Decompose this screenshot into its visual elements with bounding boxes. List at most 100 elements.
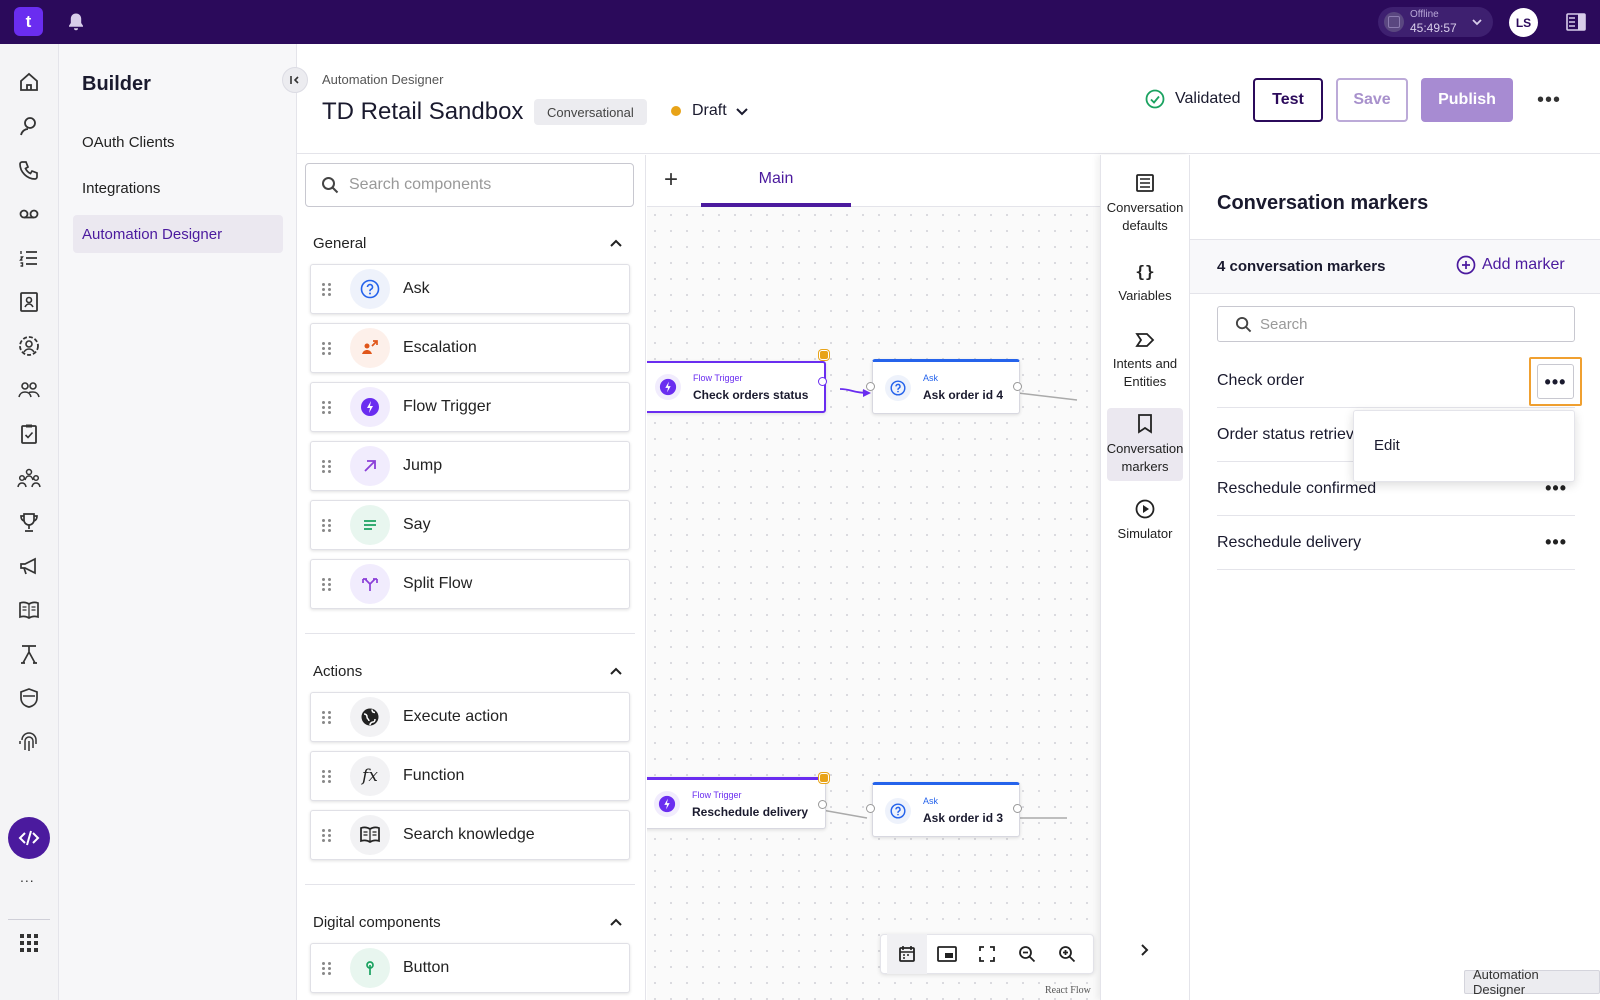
component-split-flow[interactable]: Split Flow xyxy=(310,559,630,609)
flow-node-ask[interactable]: Ask Ask order id 3 xyxy=(872,782,1020,837)
chat-agent-icon[interactable] xyxy=(17,114,41,138)
component-search[interactable] xyxy=(305,163,634,207)
output-port[interactable] xyxy=(818,377,827,386)
voicemail-icon[interactable] xyxy=(17,202,41,226)
component-function[interactable]: fx Function xyxy=(310,751,630,801)
agent-status-selector[interactable]: Offline 45:49:57 xyxy=(1378,7,1493,37)
tool-variables[interactable]: {} Variables xyxy=(1107,255,1183,310)
search-components-input[interactable] xyxy=(349,176,619,194)
more-options-icon[interactable]: ••• xyxy=(1545,532,1567,552)
more-options-icon[interactable]: ••• xyxy=(1537,364,1574,399)
bookmark-icon xyxy=(1138,414,1152,434)
section-digital-components[interactable]: Digital components xyxy=(313,910,623,934)
tool-intents-entities[interactable]: Intents and Entities xyxy=(1107,325,1183,396)
section-general[interactable]: General xyxy=(313,231,623,255)
drag-handle-icon[interactable] xyxy=(322,769,332,783)
component-flow-trigger[interactable]: Flow Trigger xyxy=(310,382,630,432)
publish-button[interactable]: Publish xyxy=(1421,78,1513,122)
drag-handle-icon[interactable] xyxy=(322,400,332,414)
flow-canvas[interactable]: Flow Trigger Check orders status Ask Ask… xyxy=(647,207,1100,1000)
chevron-up-icon[interactable] xyxy=(609,915,623,929)
draft-status-dropdown[interactable]: Draft xyxy=(671,102,749,120)
marker-more-button[interactable]: ••• xyxy=(1529,357,1582,406)
save-button[interactable]: Save xyxy=(1336,78,1408,122)
drag-handle-icon[interactable] xyxy=(322,577,332,591)
fullscreen-icon[interactable] xyxy=(967,934,1007,974)
drag-handle-icon[interactable] xyxy=(322,961,332,975)
tool-conversation-defaults[interactable]: Conversation defaults xyxy=(1107,167,1183,240)
component-search-knowledge[interactable]: Search knowledge xyxy=(310,810,630,860)
flow-node-trigger[interactable]: Flow Trigger Check orders status xyxy=(647,361,826,413)
workflow-icon[interactable] xyxy=(17,642,41,666)
output-port[interactable] xyxy=(1013,382,1022,391)
component-jump[interactable]: Jump xyxy=(310,441,630,491)
subnav-item-automation-designer[interactable]: Automation Designer xyxy=(73,215,283,253)
user-circle-icon[interactable] xyxy=(17,334,41,358)
drag-handle-icon[interactable] xyxy=(322,828,332,842)
tool-simulator[interactable]: Simulator xyxy=(1107,493,1183,549)
minimap-icon[interactable] xyxy=(927,934,967,974)
group-icon[interactable] xyxy=(17,466,41,490)
fingerprint-icon[interactable] xyxy=(17,730,41,754)
component-ask[interactable]: Ask xyxy=(310,264,630,314)
drag-handle-icon[interactable] xyxy=(322,341,332,355)
add-marker-button[interactable]: Add marker xyxy=(1456,255,1565,275)
bell-icon[interactable] xyxy=(67,12,85,37)
node-label: Reschedule delivery xyxy=(692,804,809,819)
component-say[interactable]: Say xyxy=(310,500,630,550)
chevron-up-icon[interactable] xyxy=(609,664,623,678)
phone-icon[interactable] xyxy=(17,158,41,182)
more-options-icon[interactable]: ••• xyxy=(1545,478,1567,498)
user-avatar[interactable]: LS xyxy=(1509,8,1538,37)
book-icon[interactable] xyxy=(17,598,41,622)
zoom-in-icon[interactable] xyxy=(1047,934,1087,974)
marker-search-input[interactable] xyxy=(1260,315,1560,333)
side-panel-icon[interactable] xyxy=(1566,12,1586,37)
component-button[interactable]: Button xyxy=(310,943,630,993)
trophy-icon[interactable] xyxy=(17,510,41,534)
input-port[interactable] xyxy=(866,804,875,813)
zoom-out-icon[interactable] xyxy=(1007,934,1047,974)
marker-row[interactable]: Check order xyxy=(1217,354,1575,408)
drag-handle-icon[interactable] xyxy=(322,710,332,724)
list-icon[interactable] xyxy=(17,246,41,270)
marker-row[interactable]: Reschedule delivery ••• xyxy=(1217,516,1575,570)
test-button[interactable]: Test xyxy=(1253,78,1323,122)
chevron-right-icon[interactable] xyxy=(1137,943,1151,962)
subnav-item-integrations[interactable]: Integrations xyxy=(82,179,161,197)
more-options-icon[interactable]: ••• xyxy=(1537,89,1562,111)
subnav-item-oauth-clients[interactable]: OAuth Clients xyxy=(82,133,175,151)
collapse-sidebar-icon[interactable] xyxy=(282,67,308,93)
tool-conversation-markers[interactable]: Conversation markers xyxy=(1107,408,1183,482)
more-nav-button[interactable]: ... xyxy=(20,869,35,885)
add-tab-button[interactable]: + xyxy=(664,166,679,193)
team-icon[interactable] xyxy=(17,378,41,402)
contact-card-icon[interactable] xyxy=(17,290,41,314)
tab-main[interactable]: Main xyxy=(701,155,851,207)
code-icon[interactable] xyxy=(8,817,50,859)
shield-icon[interactable] xyxy=(17,686,41,710)
home-icon[interactable] xyxy=(17,70,41,94)
apps-grid-icon[interactable] xyxy=(17,931,41,955)
marker-row[interactable]: Reschedule confirmed ••• xyxy=(1217,462,1575,516)
drag-handle-icon[interactable] xyxy=(322,459,332,473)
section-actions[interactable]: Actions xyxy=(313,659,623,683)
component-escalation[interactable]: Escalation xyxy=(310,323,630,373)
output-port[interactable] xyxy=(1013,804,1022,813)
clipboard-icon[interactable] xyxy=(17,422,41,446)
app-logo[interactable]: t xyxy=(14,7,43,36)
react-flow-attribution[interactable]: React Flow xyxy=(1045,985,1091,996)
marker-search[interactable] xyxy=(1217,306,1575,342)
flow-node-ask[interactable]: Ask Ask order id 4 xyxy=(872,359,1020,414)
megaphone-icon[interactable] xyxy=(17,554,41,578)
calendar-icon[interactable] xyxy=(887,934,927,974)
input-port[interactable] xyxy=(866,382,875,391)
drag-handle-icon[interactable] xyxy=(322,518,332,532)
chevron-up-icon[interactable] xyxy=(609,236,623,250)
breadcrumb[interactable]: Automation Designer xyxy=(322,72,444,87)
menu-item-edit[interactable]: Edit xyxy=(1374,437,1400,454)
flow-node-trigger[interactable]: Flow Trigger Reschedule delivery xyxy=(647,777,826,829)
drag-handle-icon[interactable] xyxy=(322,282,332,296)
component-execute-action[interactable]: Execute action xyxy=(310,692,630,742)
output-port[interactable] xyxy=(818,800,827,809)
